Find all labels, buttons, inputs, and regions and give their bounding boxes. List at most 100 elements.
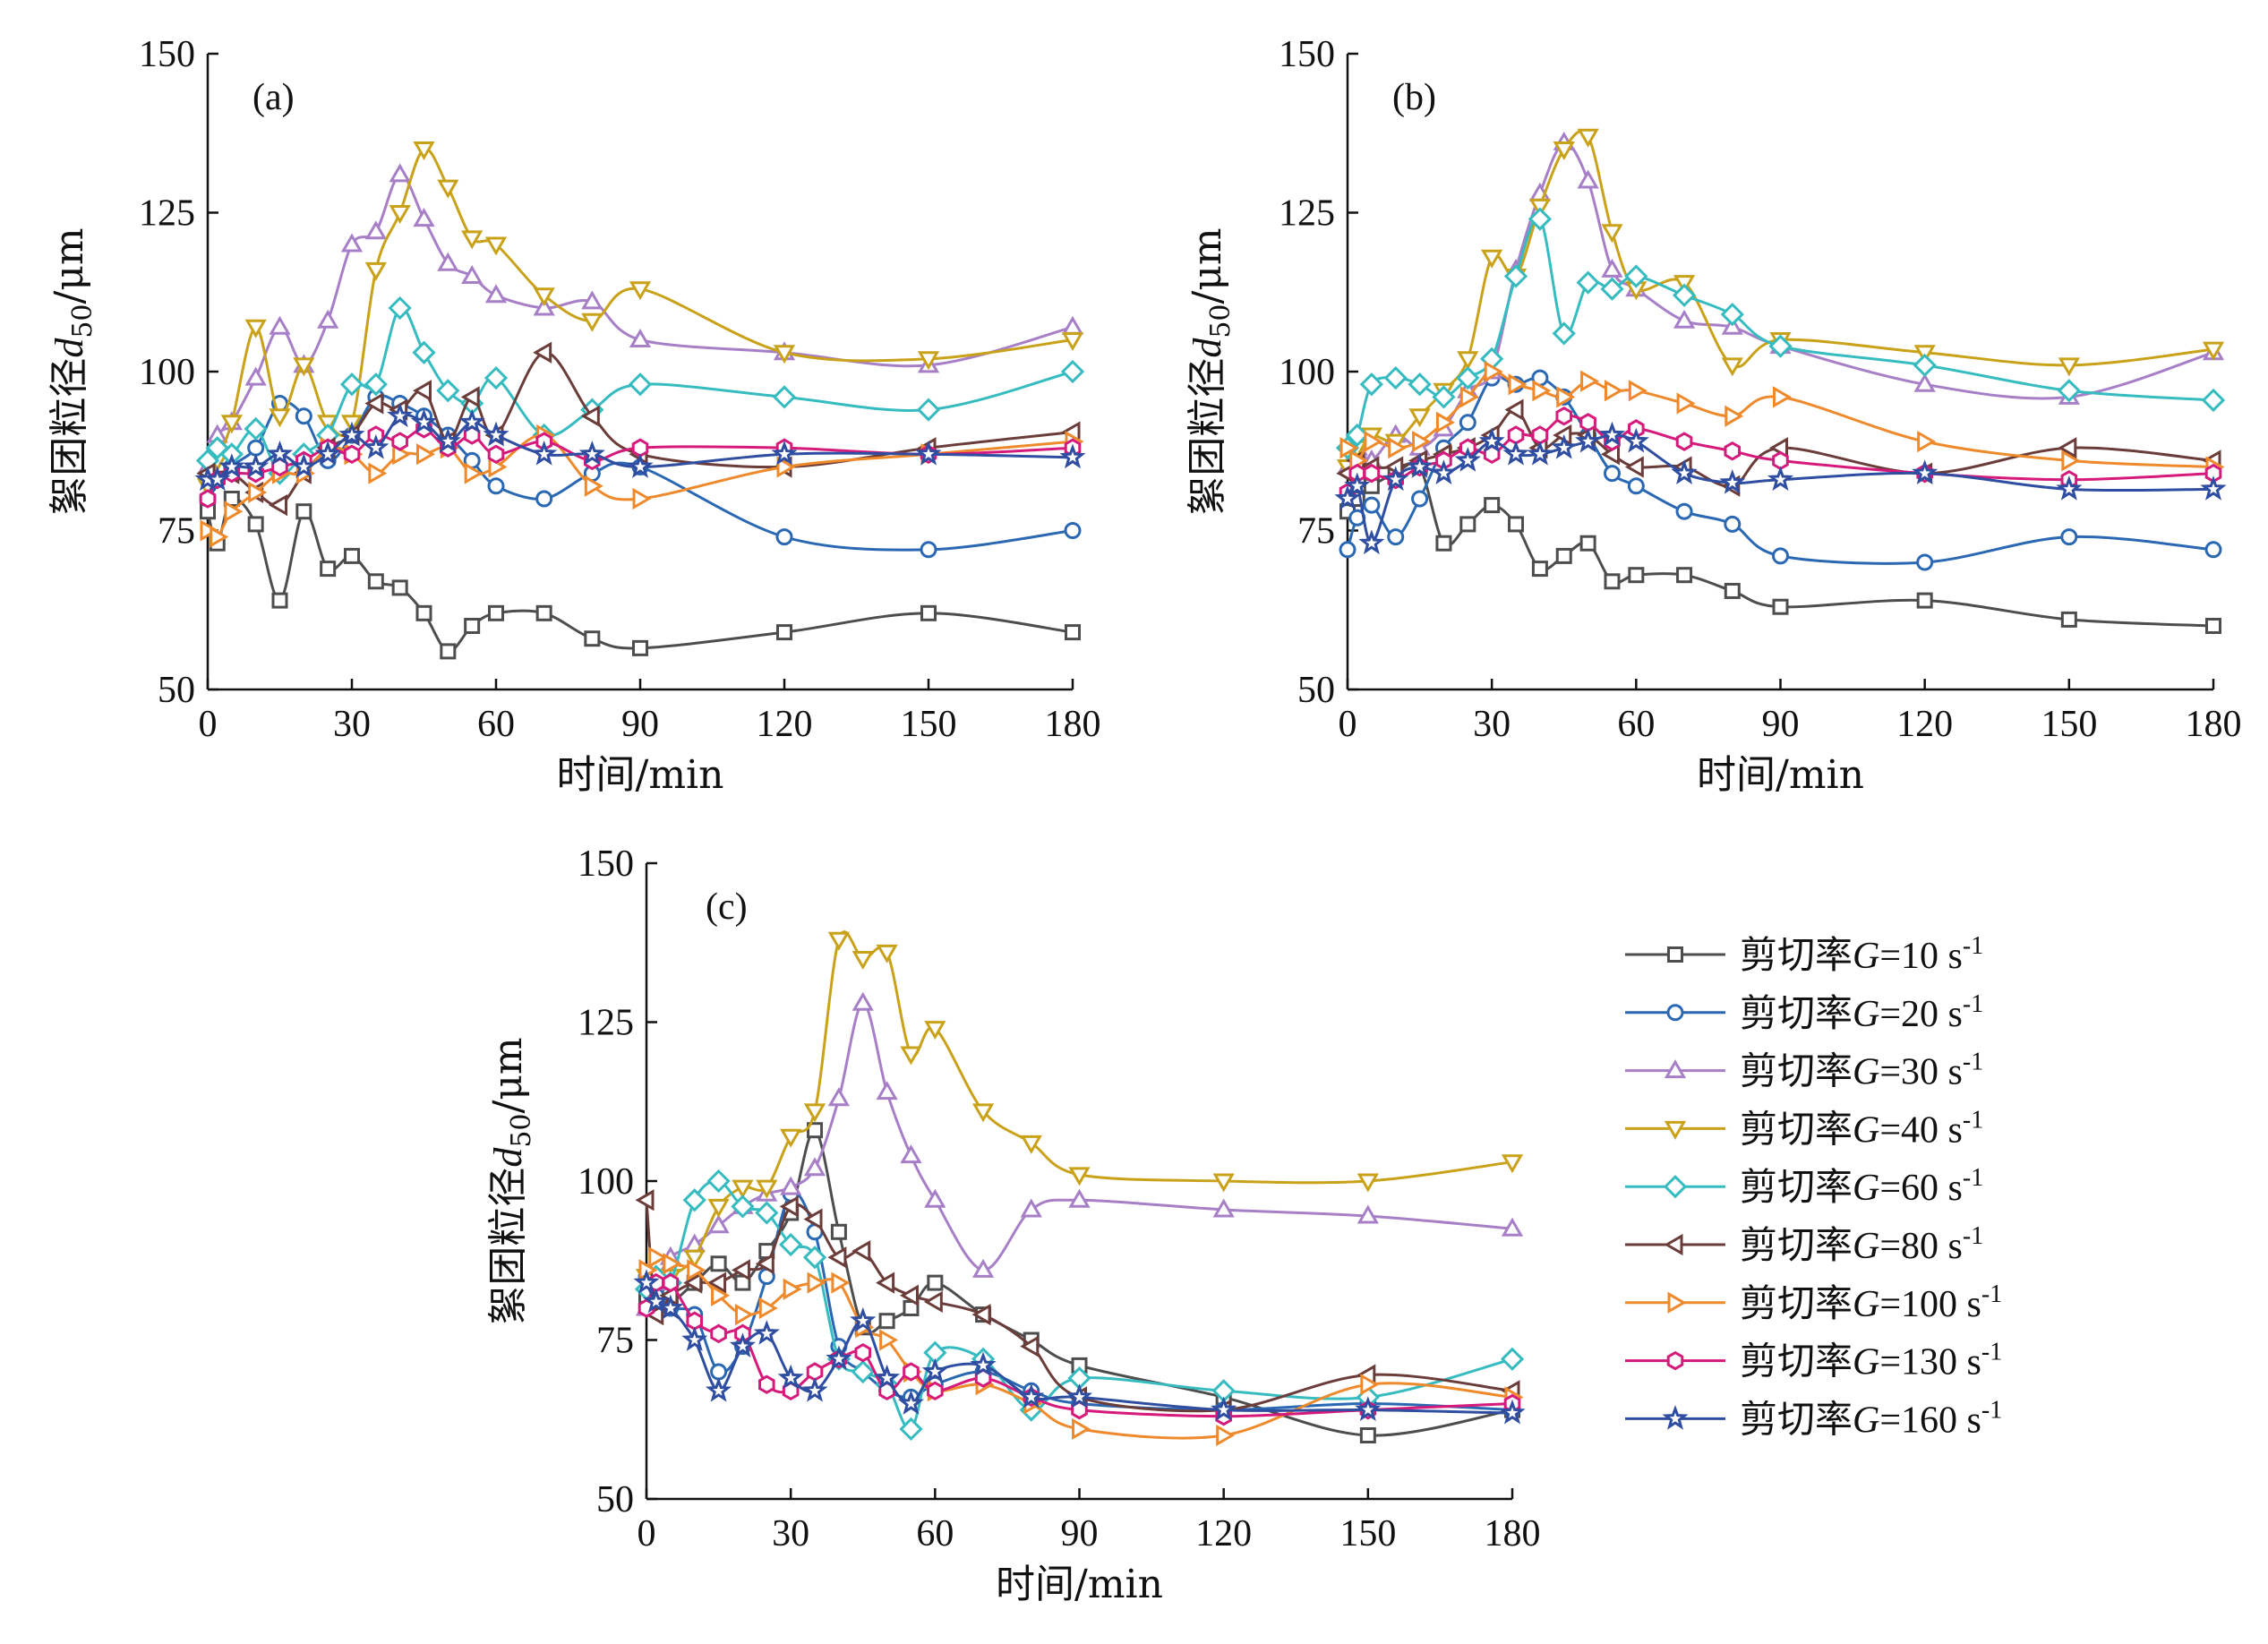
y-tick-label: 125	[139, 193, 195, 235]
data-point	[1916, 553, 1934, 571]
data-point	[220, 415, 243, 434]
series-line	[1346, 130, 2214, 468]
data-point	[1552, 321, 1576, 346]
data-point	[648, 1246, 668, 1269]
data-point	[783, 1278, 802, 1300]
data-point	[1068, 1167, 1091, 1186]
data-point	[772, 385, 797, 409]
data-point	[852, 1239, 871, 1263]
data-point	[317, 309, 339, 329]
panel-label: (a)	[252, 77, 295, 118]
data-point	[758, 1297, 778, 1320]
data-point	[801, 1376, 828, 1402]
data-point	[710, 1363, 728, 1381]
data-point	[900, 1046, 922, 1066]
x-tick-label: 150	[2041, 704, 2097, 745]
series-G=160	[633, 1269, 1526, 1425]
data-point	[1628, 380, 1648, 402]
data-point	[1916, 592, 1933, 609]
data-point	[1382, 466, 1409, 492]
panel-label: (b)	[1392, 77, 1436, 118]
data-point	[464, 462, 484, 484]
data-point	[1672, 283, 1697, 307]
data-point	[2202, 341, 2225, 361]
data-point	[1627, 477, 1645, 495]
data-point	[367, 573, 384, 590]
legend-entry: 剪切率G=100 s-1	[1625, 1280, 2002, 1325]
x-axis-title: 时间/min	[557, 752, 724, 798]
data-point	[487, 444, 505, 465]
y-tick-label: 50	[158, 670, 195, 711]
data-point	[643, 1288, 670, 1314]
data-point	[1484, 360, 1503, 383]
series-G=40	[196, 141, 1084, 498]
legend-marker	[1666, 1004, 1684, 1022]
data-point	[854, 1342, 872, 1363]
data-point	[802, 1246, 827, 1270]
data-point	[1383, 365, 1408, 390]
data-point	[729, 1332, 757, 1357]
data-point	[1577, 128, 1599, 148]
data-point	[633, 1269, 660, 1294]
data-point	[314, 440, 341, 466]
data-point	[434, 427, 461, 453]
data-point	[2205, 618, 2221, 634]
data-point	[1018, 1383, 1045, 1409]
data-point	[1502, 440, 1529, 466]
data-point	[876, 1272, 895, 1294]
data-point	[344, 547, 360, 564]
legend-label: 剪切率G=20 s-1	[1740, 990, 1983, 1035]
legend-entry: 剪切率G=40 s-1	[1625, 1106, 1983, 1151]
data-point	[1359, 1427, 1376, 1443]
series-line	[206, 173, 1074, 467]
data-point	[706, 1169, 731, 1194]
data-point	[269, 408, 291, 428]
data-point	[364, 220, 387, 240]
data-point	[1720, 302, 1744, 327]
data-point	[971, 1258, 995, 1278]
legend-marker	[1667, 1291, 1687, 1314]
data-point	[1364, 430, 1383, 453]
data-point	[662, 1272, 680, 1293]
data-point	[2060, 528, 2078, 546]
data-point	[581, 290, 603, 310]
data-point	[773, 345, 796, 364]
data-point	[247, 439, 265, 457]
series-line	[1346, 370, 2214, 468]
data-point	[1020, 1335, 1040, 1357]
data-point	[879, 1329, 899, 1351]
data-point	[1671, 459, 1698, 484]
data-point	[807, 1122, 824, 1139]
data-point	[290, 453, 317, 478]
data-point	[1719, 468, 1746, 494]
x-tick-label: 90	[621, 704, 659, 745]
y-tick-label: 50	[596, 1479, 634, 1520]
data-point	[1478, 427, 1505, 453]
data-point	[1484, 497, 1501, 514]
data-point	[1363, 496, 1381, 514]
data-point	[484, 365, 509, 390]
y-tick-label: 75	[596, 1321, 634, 1362]
data-point	[1388, 437, 1408, 459]
data-point	[874, 1364, 901, 1390]
data-point	[1211, 1396, 1237, 1421]
data-point	[2058, 357, 2080, 377]
y-tick-label: 150	[139, 34, 195, 75]
data-point	[460, 386, 480, 408]
data-point	[1913, 372, 1936, 392]
data-point	[707, 1214, 730, 1234]
data-point	[199, 489, 217, 509]
data-point	[971, 1303, 991, 1326]
data-point	[1359, 372, 1383, 397]
legend-label: 剪切率G=40 s-1	[1740, 1106, 1983, 1151]
data-point	[1604, 573, 1621, 590]
data-point	[710, 1323, 727, 1344]
legend-entry: 剪切率G=80 s-1	[1625, 1222, 1983, 1267]
legend-marker	[1667, 946, 1683, 963]
data-point	[364, 392, 384, 415]
legend-marker	[1664, 1233, 1683, 1256]
data-point	[1912, 459, 1938, 484]
data-point	[1724, 515, 1742, 533]
data-point	[1456, 365, 1480, 390]
data-point	[628, 372, 653, 397]
